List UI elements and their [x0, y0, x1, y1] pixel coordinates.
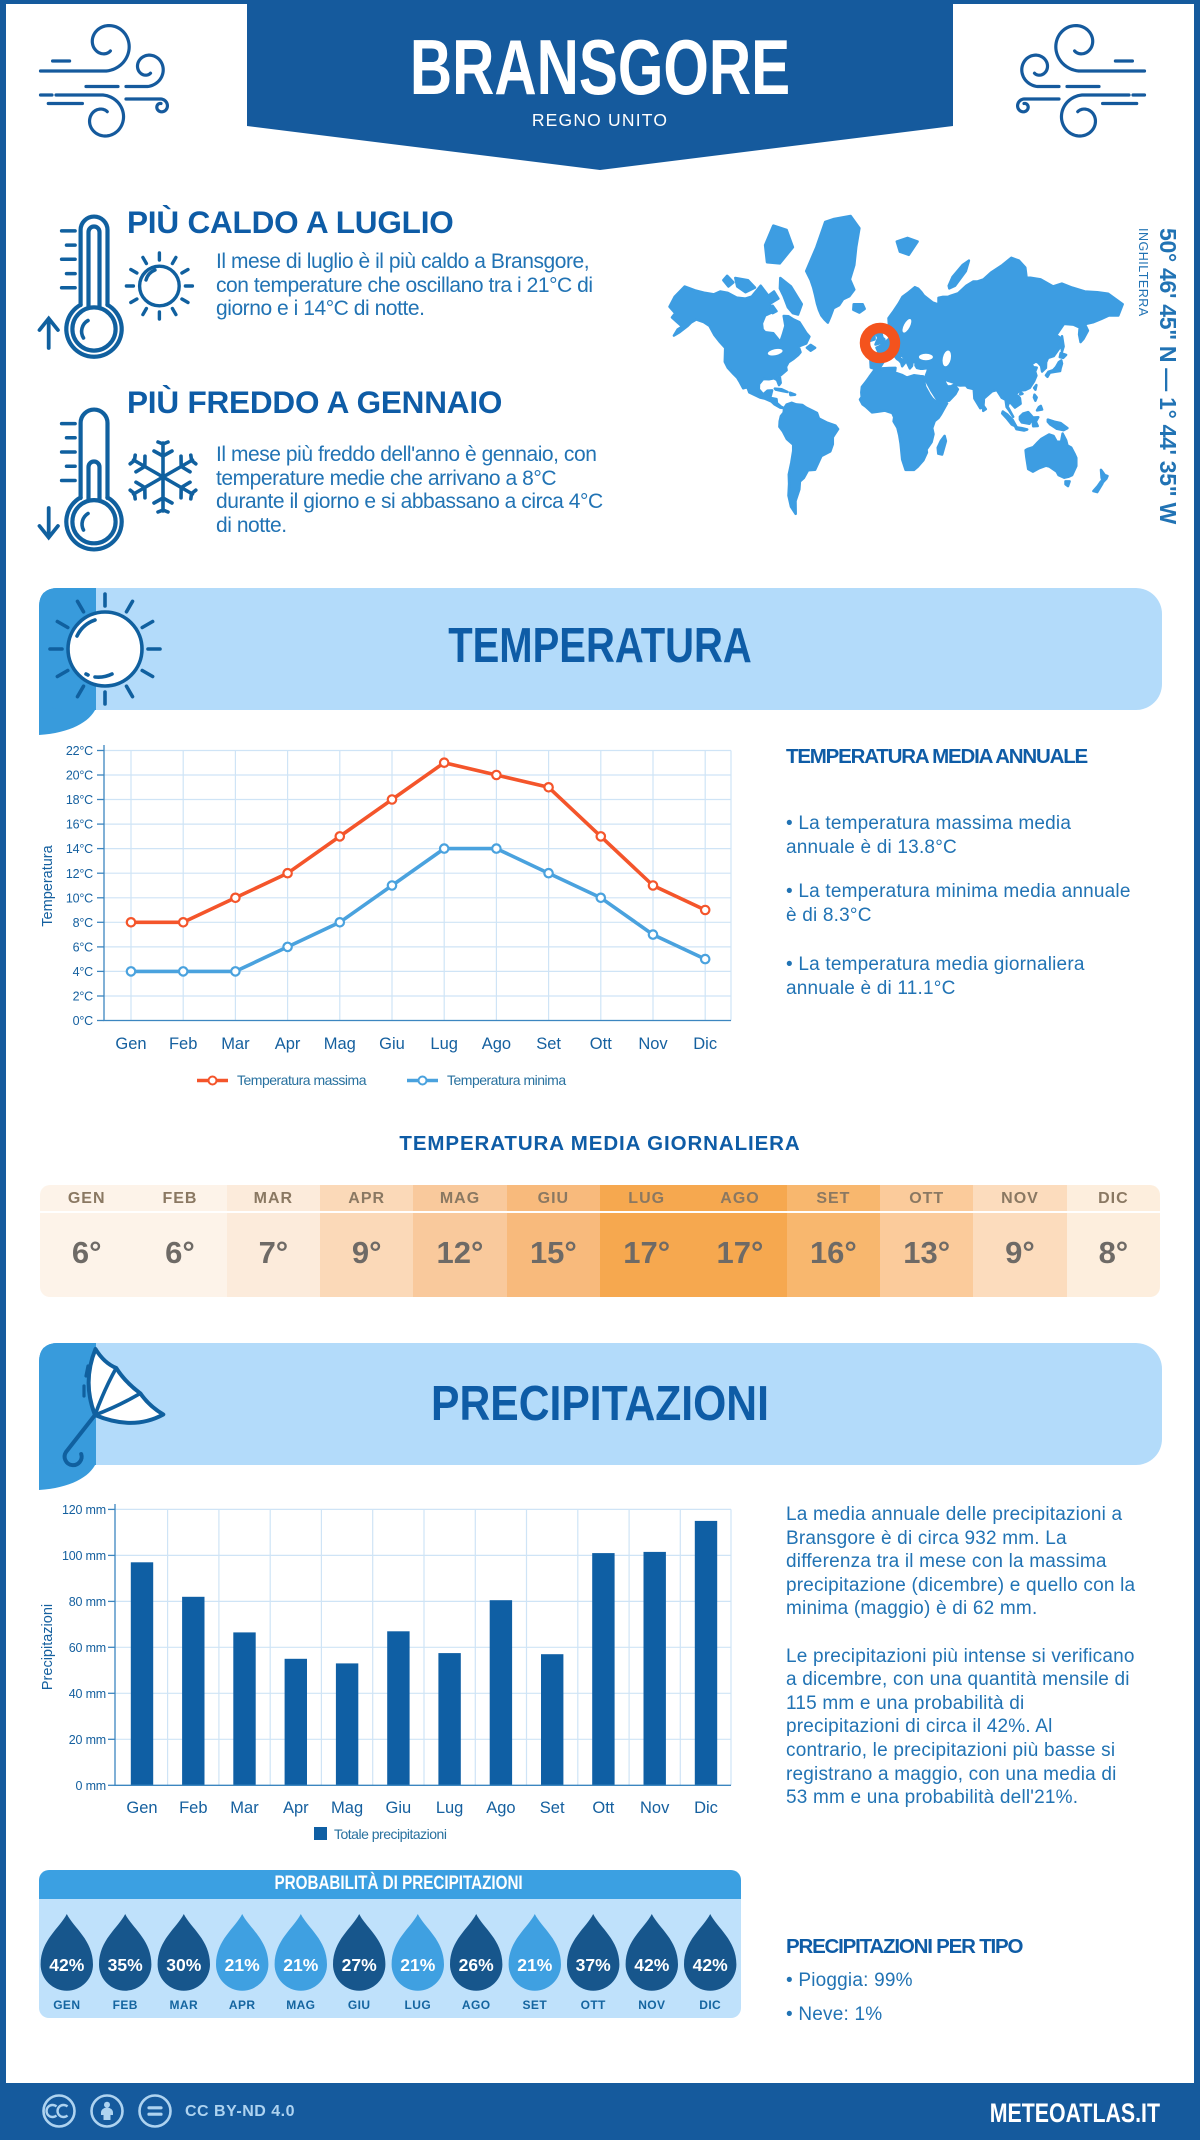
- svg-text:Nov: Nov: [638, 1035, 668, 1053]
- svg-text:Set: Set: [540, 1799, 565, 1817]
- svg-text:Temperatura massima: Temperatura massima: [237, 1072, 367, 1088]
- svg-text:Mag: Mag: [324, 1035, 356, 1053]
- svg-text:Mar: Mar: [221, 1035, 250, 1053]
- svg-text:80 mm: 80 mm: [69, 1595, 106, 1609]
- svg-text:14°C: 14°C: [66, 842, 93, 856]
- svg-text:30%: 30%: [166, 1955, 201, 1975]
- svg-text:0 mm: 0 mm: [76, 1779, 106, 1793]
- svg-text:Feb: Feb: [179, 1799, 207, 1817]
- svg-text:Temperatura minima: Temperatura minima: [447, 1072, 566, 1088]
- svg-text:26%: 26%: [459, 1955, 494, 1975]
- svg-text:27%: 27%: [342, 1955, 377, 1975]
- svg-text:18°C: 18°C: [66, 793, 93, 807]
- svg-text:Temperatura: Temperatura: [40, 844, 56, 926]
- svg-text:20°C: 20°C: [66, 769, 93, 783]
- svg-text:42%: 42%: [693, 1955, 728, 1975]
- svg-text:Ott: Ott: [590, 1035, 612, 1053]
- svg-text:35%: 35%: [108, 1955, 143, 1975]
- svg-text:Apr: Apr: [275, 1035, 301, 1053]
- svg-text:Ott: Ott: [592, 1799, 614, 1817]
- svg-text:0°C: 0°C: [73, 1014, 94, 1028]
- svg-text:NOV: NOV: [638, 1998, 665, 2012]
- svg-text:Mar: Mar: [230, 1799, 259, 1817]
- svg-text:Totale precipitazioni: Totale precipitazioni: [334, 1826, 447, 1842]
- svg-text:21%: 21%: [517, 1955, 552, 1975]
- svg-text:MAR: MAR: [170, 1998, 199, 2012]
- svg-text:Nov: Nov: [640, 1799, 670, 1817]
- svg-text:100 mm: 100 mm: [62, 1549, 106, 1563]
- svg-text:Ago: Ago: [486, 1799, 515, 1817]
- svg-text:Ago: Ago: [482, 1035, 511, 1053]
- svg-text:SET: SET: [523, 1998, 548, 2012]
- svg-text:12°C: 12°C: [66, 867, 93, 881]
- svg-text:60 mm: 60 mm: [69, 1641, 106, 1655]
- svg-text:DIC: DIC: [699, 1998, 721, 2012]
- svg-text:GIU: GIU: [348, 1998, 371, 2012]
- svg-text:Apr: Apr: [283, 1799, 309, 1817]
- svg-text:40 mm: 40 mm: [69, 1687, 106, 1701]
- svg-text:Feb: Feb: [169, 1035, 197, 1053]
- svg-text:MAG: MAG: [286, 1998, 315, 2012]
- svg-text:2°C: 2°C: [73, 990, 94, 1004]
- svg-text:Lug: Lug: [436, 1799, 464, 1817]
- svg-text:21%: 21%: [225, 1955, 260, 1975]
- svg-text:Giu: Giu: [386, 1799, 412, 1817]
- svg-text:42%: 42%: [49, 1955, 84, 1975]
- svg-text:Gen: Gen: [115, 1035, 146, 1053]
- svg-text:Gen: Gen: [126, 1799, 157, 1817]
- svg-text:16°C: 16°C: [66, 818, 93, 832]
- svg-text:GEN: GEN: [53, 1998, 80, 2012]
- svg-text:Precipitazioni: Precipitazioni: [40, 1604, 56, 1690]
- svg-text:37%: 37%: [576, 1955, 611, 1975]
- svg-text:AGO: AGO: [462, 1998, 491, 2012]
- svg-text:120 mm: 120 mm: [62, 1503, 106, 1517]
- svg-text:4°C: 4°C: [73, 965, 94, 979]
- svg-text:FEB: FEB: [113, 1998, 138, 2012]
- svg-text:21%: 21%: [283, 1955, 318, 1975]
- svg-text:Giu: Giu: [379, 1035, 405, 1053]
- svg-text:Mag: Mag: [331, 1799, 363, 1817]
- svg-text:21%: 21%: [400, 1955, 435, 1975]
- svg-text:OTT: OTT: [581, 1998, 606, 2012]
- svg-text:20 mm: 20 mm: [69, 1733, 106, 1747]
- svg-text:LUG: LUG: [405, 1998, 432, 2012]
- svg-text:APR: APR: [229, 1998, 256, 2012]
- svg-text:8°C: 8°C: [73, 916, 94, 930]
- svg-text:Lug: Lug: [430, 1035, 458, 1053]
- svg-text:Set: Set: [536, 1035, 561, 1053]
- svg-text:Dic: Dic: [693, 1035, 717, 1053]
- svg-text:10°C: 10°C: [66, 891, 93, 905]
- svg-text:22°C: 22°C: [66, 744, 93, 758]
- svg-text:6°C: 6°C: [73, 941, 94, 955]
- svg-text:Dic: Dic: [694, 1799, 718, 1817]
- svg-text:42%: 42%: [634, 1955, 669, 1975]
